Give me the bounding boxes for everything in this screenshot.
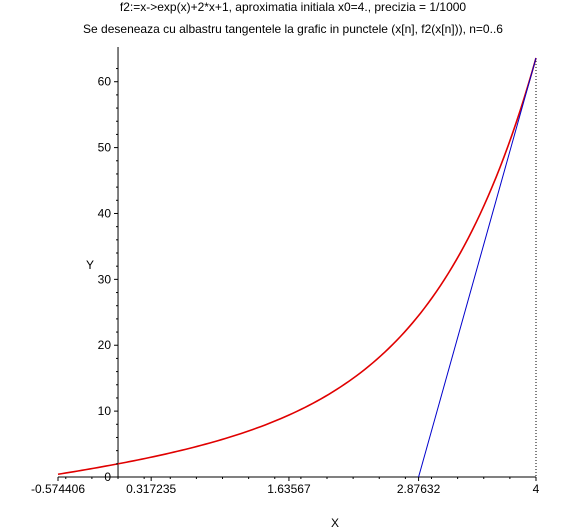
x-tick-label: 2.87632 — [397, 482, 441, 496]
x-tick-label: 4 — [533, 482, 540, 496]
chart-title: f2:=x->exp(x)+2*x+1, aproximatia initial… — [119, 0, 467, 14]
x-tick-label: 0.317235 — [126, 482, 176, 496]
y-tick-label: 10 — [98, 404, 112, 418]
y-tick-label: 50 — [98, 141, 112, 155]
x-tick-label: -0.574406 — [31, 482, 85, 496]
y-tick-label: 30 — [98, 272, 112, 286]
function-curve — [57, 57, 537, 476]
y-tick-label: 20 — [98, 338, 112, 352]
tangent-line — [418, 57, 537, 478]
y-axis-label: Y — [86, 258, 94, 272]
x-axis-label: X — [331, 516, 339, 530]
x-tick-label: 1.63567 — [267, 482, 311, 496]
y-tick-label: 40 — [98, 206, 112, 220]
y-tick-label: 0 — [104, 470, 111, 484]
y-tick-label: 60 — [98, 75, 112, 89]
chart-subtitle: Se deseneaza cu albastru tangentele la g… — [83, 22, 503, 36]
